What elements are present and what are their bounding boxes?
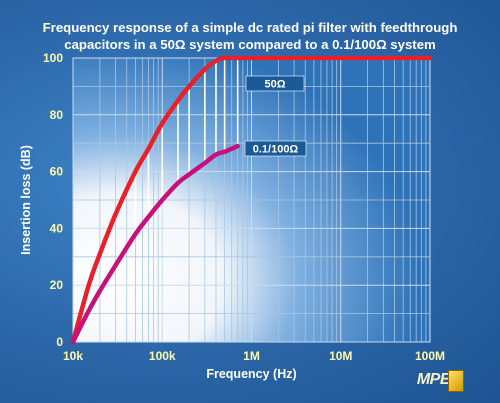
y-tick-label: 20 [50,278,64,292]
x-tick-label: 10M [329,349,352,363]
y-tick-label: 0 [56,335,63,349]
x-tick-label: 100k [149,349,176,363]
y-tick-label: 80 [50,108,64,122]
series-label-box [245,75,305,92]
x-tick-label: 100M [415,349,445,363]
guide-lines [134,58,239,235]
mpe-logo: MPE [406,369,464,392]
logo-text: MPE [416,371,451,388]
x-tick-label: 1M [243,349,260,363]
x-axis-title: Frequency (Hz) [206,367,296,381]
y-tick-label: 100 [43,51,63,65]
series-labels: 50Ω 0.1/100Ω [244,75,307,157]
chart-title-line-1: Frequency response of a simple dc rated … [42,20,458,35]
chart-title-line-2: capacitors in a 50Ω system compared to a… [64,37,436,52]
y-axis-title: Insertion loss (dB) [19,145,33,255]
x-tick-label: 10k [63,349,83,363]
y-tick-label: 40 [50,221,64,235]
series-label-box [244,140,307,157]
logo-cube-icon [448,370,464,392]
series-line-1 [70,55,433,345]
series-label: 50Ω [264,79,285,91]
series-label: 0.1/100Ω [253,144,299,156]
tick-labels: 10k 100k 1M 10M 100M 0 20 40 60 80 100 [43,51,445,363]
series-lines [70,55,433,345]
series-line-2 [70,143,240,345]
y-tick-label: 60 [50,165,64,179]
